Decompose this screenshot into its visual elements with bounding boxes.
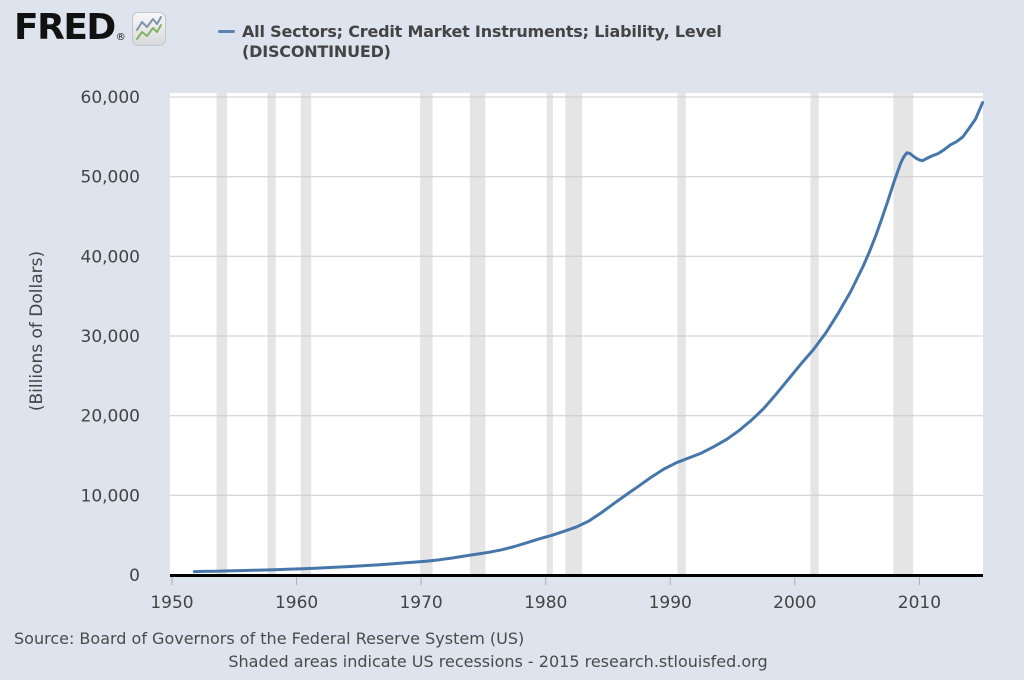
- fred-logo-chart-icon: [131, 12, 166, 50]
- y-tick-label: 20,000: [81, 407, 140, 427]
- recession-band: [216, 93, 228, 575]
- y-tick-label: 60,000: [81, 88, 140, 108]
- legend-label-line1: All Sectors; Credit Market Instruments; …: [242, 22, 722, 41]
- y-tick-label: 30,000: [81, 327, 140, 347]
- legend-label-line2: (DISCONTINUED): [242, 42, 391, 61]
- recession-band: [469, 93, 486, 575]
- x-tick-label: 1990: [649, 593, 692, 613]
- recession-band: [300, 93, 312, 575]
- recession-band: [546, 93, 553, 575]
- y-tick-label: 50,000: [81, 168, 140, 188]
- recession-band: [810, 93, 819, 575]
- x-tick-label: 1970: [399, 593, 442, 613]
- recession-note: Shaded areas indicate US recessions - 20…: [228, 652, 768, 671]
- registered-trademark-icon: ®: [115, 32, 126, 43]
- x-tick-label: 2000: [773, 593, 816, 613]
- fred-logo-text: FRED: [14, 7, 116, 48]
- series-legend: All Sectors; Credit Market Instruments; …: [218, 22, 722, 62]
- x-axis-line: [170, 574, 983, 577]
- y-tick-label: 40,000: [81, 247, 140, 267]
- fred-logo: FRED ®: [14, 10, 166, 50]
- source-attribution: Source: Board of Governors of the Federa…: [14, 629, 525, 648]
- x-tick-label: 1980: [524, 593, 567, 613]
- x-tick-label: 1960: [275, 593, 318, 613]
- recession-band: [267, 93, 276, 575]
- recession-band: [565, 93, 583, 575]
- legend-line-swatch: [218, 30, 235, 33]
- recession-band: [420, 93, 433, 575]
- y-tick-label: 10,000: [81, 486, 140, 506]
- y-tick-label: 0: [129, 566, 140, 586]
- y-axis-title: (Billions of Dollars): [27, 251, 47, 411]
- x-tick-label: 2010: [898, 593, 941, 613]
- recession-band: [677, 93, 686, 575]
- legend-label: All Sectors; Credit Market Instruments; …: [242, 22, 722, 62]
- recession-band: [893, 93, 914, 575]
- series-line: [192, 101, 985, 574]
- x-tick-label: 1950: [150, 593, 193, 613]
